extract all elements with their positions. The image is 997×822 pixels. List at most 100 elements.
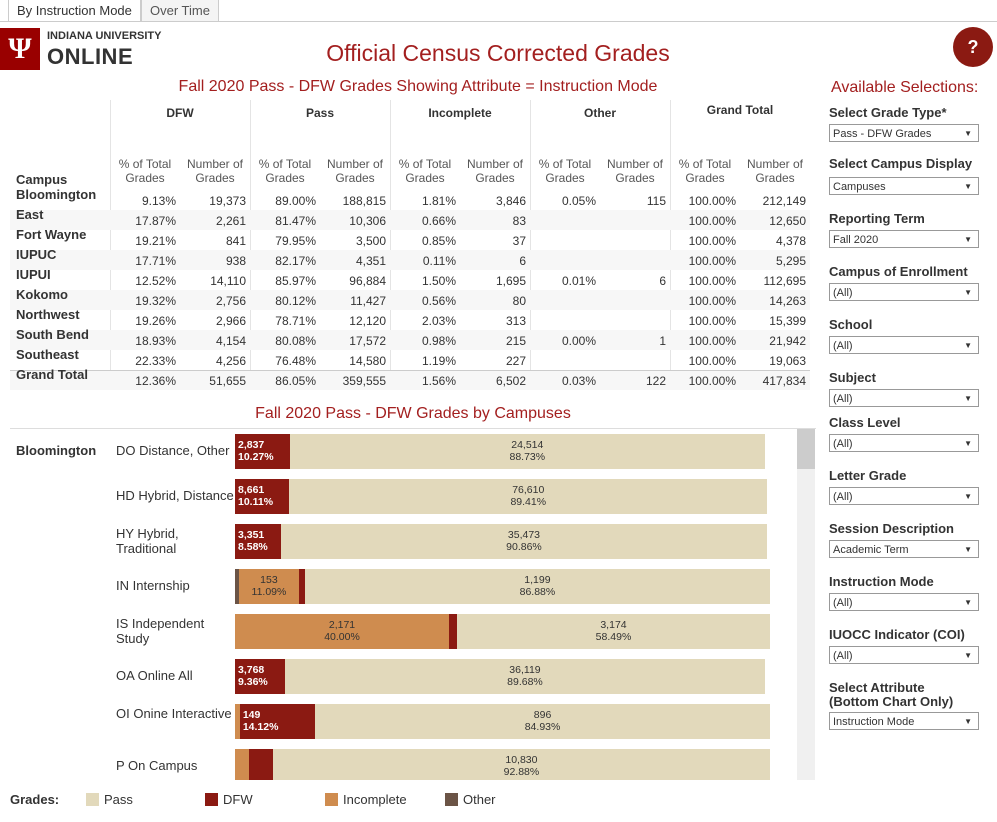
segment-count: 149 bbox=[242, 709, 261, 721]
subheader: Number of Grades bbox=[186, 157, 244, 185]
logo-line2: ONLINE bbox=[47, 44, 134, 69]
filter-dropdown[interactable]: (All) bbox=[829, 646, 979, 665]
filter-dropdown[interactable]: Campuses bbox=[829, 177, 979, 196]
table-cell: 12.52% bbox=[135, 274, 176, 288]
help-button[interactable]: ? bbox=[953, 27, 993, 67]
table-cell: 12,650 bbox=[769, 214, 806, 228]
table-cell: 0.05% bbox=[561, 194, 596, 208]
table-cell: 115 bbox=[646, 194, 666, 208]
segment-percent: 14.12% bbox=[242, 721, 279, 733]
filter-dropdown[interactable]: (All) bbox=[829, 389, 979, 408]
table-cell: 100.00% bbox=[688, 334, 736, 348]
segment-label: 35,473 90.86% bbox=[494, 529, 554, 553]
segment-percent: 58.49% bbox=[595, 631, 632, 643]
bar-segment bbox=[280, 524, 767, 559]
segment-count: 3,174 bbox=[600, 619, 627, 631]
subheader: Number of Grades bbox=[326, 157, 384, 185]
table-cell: 17,572 bbox=[349, 334, 386, 348]
table-cell: 0.56% bbox=[421, 294, 456, 308]
campus-name: IUPUI bbox=[16, 267, 51, 282]
logo-line1: INDIANA UNIVERSITY bbox=[47, 30, 162, 42]
logo-glyph: Ψ bbox=[8, 32, 32, 65]
subheader: % of Total Grades bbox=[118, 157, 172, 185]
table-title: Fall 2020 Pass - DFW Grades Showing Attr… bbox=[178, 78, 658, 95]
table-cell: 80 bbox=[512, 294, 526, 308]
bar-segment bbox=[235, 569, 240, 604]
segment-count: 896 bbox=[533, 709, 552, 721]
table-cell: 81.47% bbox=[275, 214, 316, 228]
table-cell: 21,942 bbox=[769, 334, 806, 348]
bar-segment bbox=[289, 434, 765, 469]
segment-percent: 89.41% bbox=[510, 496, 547, 508]
table-cell: 12,120 bbox=[349, 314, 386, 328]
chart-frame bbox=[10, 428, 816, 781]
table-cell: 3,846 bbox=[495, 194, 526, 208]
campus-name: Fort Wayne bbox=[16, 227, 87, 242]
table-cell: 0.11% bbox=[422, 254, 456, 268]
campus-name: East bbox=[16, 207, 44, 222]
bar-segment bbox=[272, 749, 770, 780]
table-cell: 359,555 bbox=[342, 374, 386, 388]
campus-name: South Bend bbox=[16, 327, 89, 342]
table-cell: 85.97% bbox=[275, 274, 316, 288]
table-cell: 15,399 bbox=[769, 314, 806, 328]
table-cell: 83 bbox=[512, 214, 526, 228]
bar-segment bbox=[235, 659, 286, 694]
filter-label: Subject bbox=[829, 370, 876, 385]
bar-segment bbox=[298, 569, 306, 604]
filter-dropdown[interactable]: Pass - DFW Grades bbox=[829, 124, 979, 143]
subheader: % of Total Grades bbox=[398, 157, 452, 185]
table-cell: 100.00% bbox=[688, 274, 736, 288]
segment-count: 1,199 bbox=[524, 574, 551, 586]
column-group: Other bbox=[583, 106, 616, 120]
table-cell: 0.85% bbox=[421, 234, 456, 248]
campus-name: Kokomo bbox=[16, 287, 68, 302]
scrollbar-thumb[interactable] bbox=[797, 429, 815, 469]
table-cell: 417,834 bbox=[762, 374, 806, 388]
segment-count: 3,351 bbox=[238, 529, 265, 541]
table-cell: 76.48% bbox=[275, 354, 316, 368]
table-cell: 51,655 bbox=[209, 374, 246, 388]
filter-dropdown[interactable]: Fall 2020 bbox=[829, 230, 979, 249]
filter-dropdown[interactable]: (All) bbox=[829, 593, 979, 612]
table-cell: 10,306 bbox=[349, 214, 386, 228]
filter-dropdown[interactable]: Instruction Mode bbox=[829, 712, 979, 731]
segment-percent: 86.88% bbox=[519, 586, 556, 598]
mode-label: HD Hybrid, Distance bbox=[116, 488, 234, 503]
table-cell: 19,373 bbox=[209, 194, 246, 208]
table-cell: 100.00% bbox=[688, 374, 736, 388]
table-cell: 19.21% bbox=[135, 234, 176, 248]
table-cell: 3,500 bbox=[355, 234, 386, 248]
segment-percent: 10.27% bbox=[238, 451, 274, 463]
mode-label: OA Online All bbox=[116, 668, 193, 683]
segment-count: 24,514 bbox=[511, 439, 544, 451]
segment-percent: 90.86% bbox=[506, 541, 542, 553]
table-cell: 0.66% bbox=[421, 214, 456, 228]
mode-label: P On Campus bbox=[116, 758, 198, 773]
filter-dropdown[interactable]: (All) bbox=[829, 336, 979, 355]
filter-label: IUOCC Indicator (COI) bbox=[829, 627, 965, 642]
table-cell: 82.17% bbox=[275, 254, 316, 268]
segment-label: 76,610 89.41% bbox=[498, 484, 558, 508]
table-cell: 0.00% bbox=[561, 334, 596, 348]
filter-label: Select Campus Display bbox=[829, 156, 973, 171]
campus-name: IUPUC bbox=[16, 247, 57, 262]
row-band bbox=[10, 290, 810, 310]
table-cell: 100.00% bbox=[688, 254, 736, 268]
scrollbar-track[interactable] bbox=[797, 429, 815, 780]
group-divider bbox=[390, 100, 391, 390]
tab[interactable]: Over Time bbox=[141, 0, 219, 22]
table-cell: 100.00% bbox=[688, 314, 736, 328]
bar-segment bbox=[305, 569, 770, 604]
filter-label: School bbox=[829, 317, 873, 332]
table-cell: 2,756 bbox=[215, 294, 246, 308]
tab[interactable]: By Instruction Mode bbox=[8, 0, 141, 22]
filter-dropdown[interactable]: Academic Term bbox=[829, 540, 979, 559]
filter-dropdown[interactable]: (All) bbox=[829, 487, 979, 506]
segment-label: 896 84.93% bbox=[513, 709, 573, 733]
filter-dropdown[interactable]: (All) bbox=[829, 434, 979, 453]
table-cell: 19.32% bbox=[135, 294, 176, 308]
bar-segment bbox=[249, 749, 273, 780]
filter-dropdown[interactable]: (All) bbox=[829, 283, 979, 302]
